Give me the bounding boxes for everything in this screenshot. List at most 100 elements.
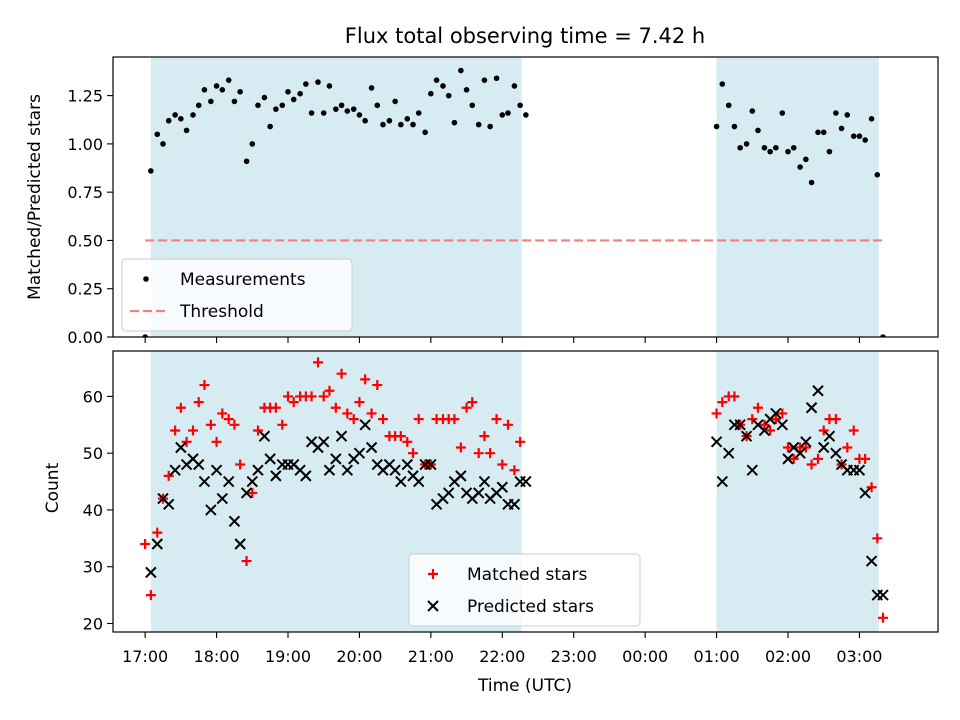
bottom-series-matched-stars-point (306, 391, 317, 402)
bottom-ytick-label: 30 (83, 558, 103, 577)
bottom-series-matched-stars-point (408, 448, 418, 459)
top-series-measurements-point (190, 112, 196, 118)
bottom-series-matched-stars-point (223, 414, 234, 425)
bottom-series-matched-stars-point (318, 391, 329, 402)
bottom-series-matched-stars-point (717, 397, 728, 408)
bottom-series-matched-stars-point (217, 408, 228, 419)
top-series-measurements-point (773, 144, 779, 151)
bottom-series-matched-stars-point (729, 391, 740, 402)
bottom-xtick-label: 20:00 (336, 647, 382, 666)
bottom-series-matched-stars-point (509, 465, 520, 476)
top-series-measurements-point (350, 106, 357, 112)
top-frame (112, 56, 939, 338)
bottom-series-predicted-stars-point (228, 515, 241, 528)
top-series-measurements-point (154, 131, 161, 138)
bottom-xtick-label: 22:00 (479, 647, 525, 666)
bottom-series-predicted-stars-point (770, 407, 782, 420)
top-legend-marker (143, 276, 149, 282)
top-series-measurements-point (761, 144, 768, 151)
bottom-series-matched-stars-point (872, 533, 883, 544)
bottom-series-matched-stars-point (324, 385, 335, 396)
top-series-measurements-point (338, 102, 345, 109)
bottom-xtick-label: 21:00 (408, 647, 454, 666)
top-series-measurements-point (808, 179, 815, 186)
top-series-measurements-point (160, 141, 166, 147)
top-series-measurements-point (404, 115, 411, 122)
bottom-series-matched-stars-point (288, 397, 299, 408)
bottom-series-matched-stars-point (193, 397, 204, 408)
bottom-series-predicted-stars-point (794, 447, 806, 459)
bottom-series-predicted-stars-point (818, 441, 830, 454)
top-series-measurements-point (398, 121, 404, 128)
top-series-measurements-point (737, 144, 743, 151)
top-series-measurements-point (142, 334, 148, 337)
top-series-measurements-point (255, 102, 261, 109)
bottom-panel-ylabel: Count (43, 462, 63, 513)
bottom-ytick-label: 20 (83, 614, 103, 633)
top-series-measurements-point (362, 117, 368, 124)
bottom-series-matched-stars-point (181, 436, 192, 447)
top-series-measurements-point (172, 112, 178, 118)
top-plot-area (142, 67, 886, 337)
bottom-series-matched-stars-point (247, 487, 258, 498)
top-series-measurements-point (505, 110, 511, 116)
bottom-series-predicted-stars-point (830, 447, 842, 459)
bottom-series-predicted-stars-point (520, 475, 532, 488)
top-series-measurements-point (422, 129, 428, 136)
bottom-series-matched-stars-point (348, 414, 359, 425)
top-legend: Measurements Threshold (121, 258, 353, 332)
top-series-measurements-point (315, 79, 321, 85)
bottom-series-matched-stars-point (759, 419, 770, 430)
bottom-series-predicted-stars-point (270, 470, 282, 482)
bottom-series-predicted-stars-point (496, 481, 508, 493)
top-series-measurements-point (415, 110, 422, 116)
bottom-series-predicted-stars-point (443, 487, 455, 499)
top-panel: 0.00 0.25 0.50 0.75 1.00 1.25 Measurements Thre… (67, 56, 939, 347)
top-series-measurements-point (803, 156, 809, 163)
top-series-measurements-point (833, 110, 839, 116)
top-series-measurements-point (868, 115, 875, 122)
bottom-series-predicted-stars-point (413, 475, 425, 488)
bottom-series-matched-stars-point (711, 408, 722, 419)
top-series-measurements-point (148, 168, 154, 174)
top-series-measurements-point (261, 94, 268, 101)
top-series-measurements-point (487, 123, 493, 130)
bottom-series-predicted-stars-point (776, 419, 788, 431)
top-series-measurements-point (493, 75, 500, 82)
bottom-series-predicted-stars-point (401, 458, 413, 471)
bottom-series-matched-stars-point (503, 419, 513, 430)
top-series-measurements-point (380, 121, 386, 128)
bottom-series-matched-stars-point (747, 414, 758, 425)
bottom-series-predicted-stars-point (853, 464, 866, 476)
bottom-series-matched-stars-point (491, 414, 502, 425)
top-series-measurements-point (208, 98, 214, 105)
bottom-series-matched-stars-point (366, 408, 377, 419)
bottom-series-predicted-stars-point (341, 464, 353, 476)
bottom-series-predicted-stars-point (734, 419, 746, 431)
bottom-series-matched-stars-point (175, 402, 186, 413)
top-shaded-period-2 (716, 57, 879, 337)
bottom-ytick-label: 60 (83, 387, 103, 406)
top-series-measurements-point (303, 81, 309, 87)
bottom-series-matched-stars-point (152, 527, 163, 538)
bottom-series-matched-stars-point (283, 391, 293, 402)
bottom-series-predicted-stars-point (210, 464, 223, 476)
bottom-series-matched-stars-point (163, 470, 174, 481)
bottom-series-matched-stars-point (783, 442, 793, 453)
top-series-measurements-point (880, 334, 886, 337)
top-series-measurements-point (481, 77, 488, 83)
bottom-series-predicted-stars-point (746, 464, 758, 476)
bottom-series-matched-stars-point (479, 431, 490, 442)
bottom-series-matched-stars-point (205, 419, 216, 430)
top-series-measurements-point (320, 110, 327, 116)
top-series-measurements-point (285, 88, 291, 95)
bottom-series-predicted-stars-point (859, 487, 871, 499)
bottom-series-predicted-stars-point (877, 589, 889, 601)
top-ytick-label: 0.50 (67, 231, 103, 250)
top-series-measurements-point (767, 148, 773, 155)
bottom-series-matched-stars-point (848, 425, 859, 436)
bottom-series-predicted-stars-point (323, 464, 336, 476)
bottom-series-predicted-stars-point (175, 441, 187, 454)
bottom-series-matched-stars-point (313, 357, 323, 368)
top-series-measurements-point (165, 117, 172, 124)
